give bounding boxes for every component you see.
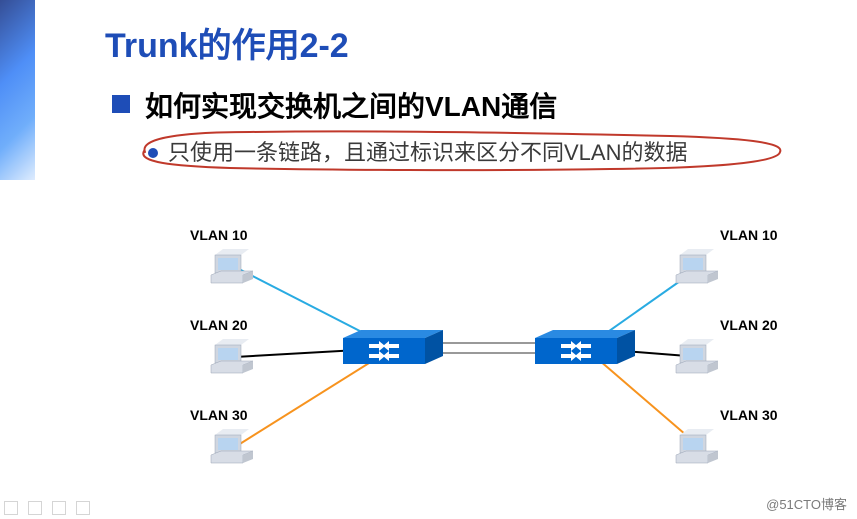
- svg-text:VLAN 20: VLAN 20: [190, 317, 248, 333]
- decorative-corner: [0, 0, 35, 180]
- bottom-toolbar: [4, 501, 90, 515]
- page-title: Trunk的作用2-2: [105, 18, 349, 67]
- svg-text:VLAN 30: VLAN 30: [190, 407, 248, 423]
- sub-point-text: 只使用一条链路，且通过标识来区分不同VLAN的数据: [168, 135, 687, 167]
- network-diagram: VLAN 10 VLAN 20 VLAN 30 VLAN 10 VLAN 20 VLAN …: [0, 200, 857, 490]
- watermark: @51CTO博客: [766, 494, 847, 513]
- tool-icon: [4, 501, 18, 515]
- svg-text:VLAN 20: VLAN 20: [720, 317, 778, 333]
- tool-icon: [76, 501, 90, 515]
- section-heading: 如何实现交换机之间的VLAN通信: [145, 85, 557, 125]
- svg-text:VLAN 30: VLAN 30: [720, 407, 778, 423]
- tool-icon: [52, 501, 66, 515]
- bullet-dot: [148, 148, 158, 158]
- svg-text:VLAN 10: VLAN 10: [190, 227, 248, 243]
- svg-text:VLAN 10: VLAN 10: [720, 227, 778, 243]
- bullet-square: [112, 95, 130, 113]
- tool-icon: [28, 501, 42, 515]
